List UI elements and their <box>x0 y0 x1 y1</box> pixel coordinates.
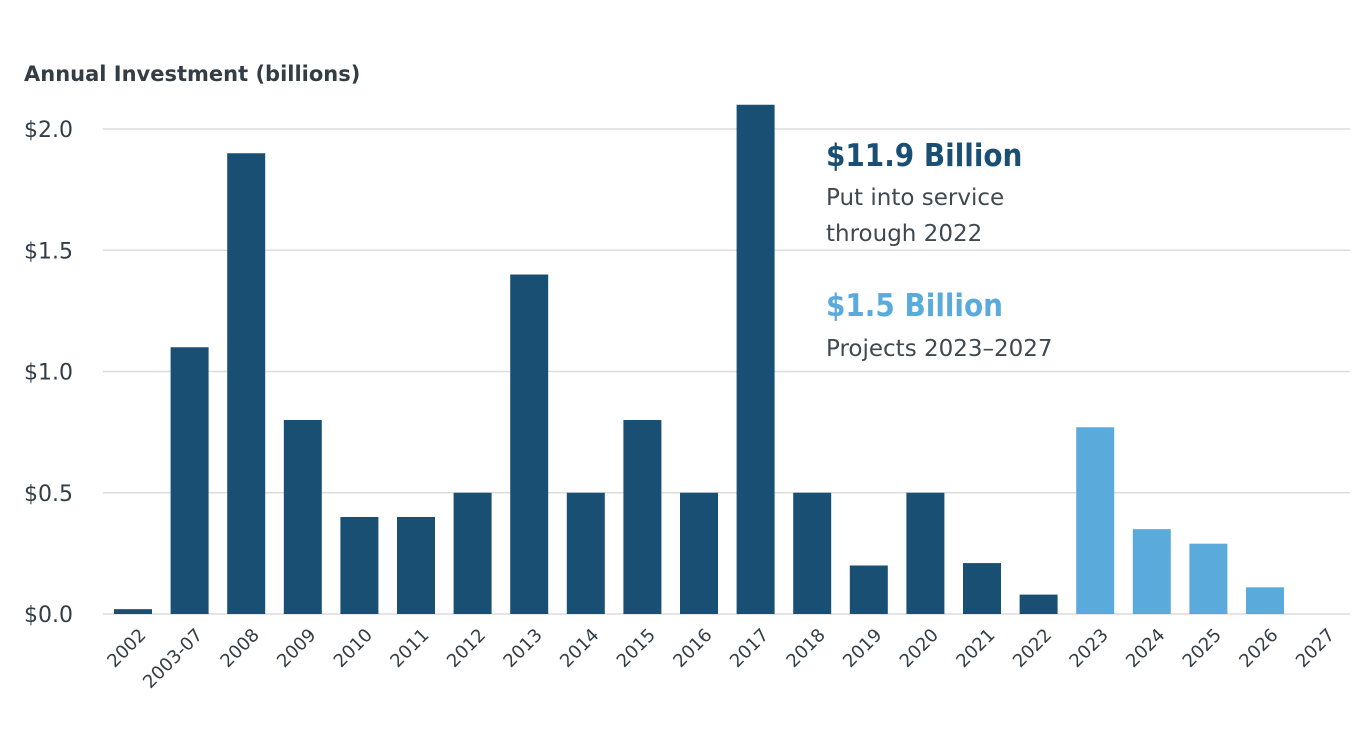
bar-2014 <box>566 492 605 614</box>
x-tick-label: 2022 <box>1009 625 1056 672</box>
bar-2022 <box>1019 594 1058 614</box>
annotation-planned-line-1: Projects 2023–2027 <box>826 336 1053 362</box>
annotation-built-total: $11.9 Billion <box>826 138 1022 174</box>
x-tick-label: 2013 <box>499 625 546 672</box>
x-tick-label: 2025 <box>1179 625 1226 672</box>
bar-2023 <box>1076 427 1115 614</box>
x-tick-label: 2012 <box>443 625 490 672</box>
y-tick-label: $1.0 <box>24 361 73 386</box>
annotation-built: $11.9 Billion Put into service through 2… <box>826 138 1022 247</box>
bar-2011 <box>397 517 435 614</box>
bar-2003-07 <box>170 347 209 614</box>
annotation-built-line-2: through 2022 <box>826 221 982 247</box>
x-tick-label: 2017 <box>726 625 773 672</box>
bars <box>114 104 1284 614</box>
x-tick-label: 2010 <box>330 625 377 672</box>
x-tick-label: 2023 <box>1065 625 1112 672</box>
y-tick-label: $1.5 <box>24 239 73 264</box>
x-tick-label: 2002 <box>103 625 150 672</box>
y-tick-label: $2.0 <box>24 118 73 143</box>
bar-2024 <box>1132 529 1171 614</box>
bar-2002 <box>114 609 152 614</box>
bar-2013 <box>510 274 549 614</box>
bar-2015 <box>623 420 662 614</box>
bar-2018 <box>793 492 832 614</box>
bar-2010 <box>340 517 379 614</box>
x-tick-label: 2026 <box>1235 625 1282 672</box>
y-tick-label: $0.5 <box>24 482 73 507</box>
x-tick-label: 2008 <box>216 625 263 672</box>
y-axis-ticks: $0.0 $0.5 $1.0 $1.5 $2.0 <box>24 118 73 628</box>
y-tick-label: $0.0 <box>24 603 73 628</box>
bar-2017 <box>736 104 775 614</box>
bar-2025 <box>1189 543 1228 614</box>
annotation-planned: $1.5 Billion Projects 2023–2027 <box>826 288 1053 362</box>
y-axis-title: Annual Investment (billions) <box>24 62 360 86</box>
annotation-built-line-1: Put into service <box>826 185 1004 211</box>
x-tick-label: 2003-07 <box>139 625 207 693</box>
x-tick-label: 2016 <box>669 625 716 672</box>
x-tick-label: 2020 <box>896 625 943 672</box>
bar-2008 <box>227 153 266 614</box>
bar-2020 <box>906 492 945 614</box>
x-tick-label: 2009 <box>273 625 320 672</box>
x-tick-label: 2021 <box>952 625 999 672</box>
bar-2019 <box>849 565 888 614</box>
x-tick-label: 2024 <box>1122 625 1169 672</box>
bar-2021 <box>963 563 1001 614</box>
x-tick-label: 2015 <box>613 625 660 672</box>
x-tick-label: 2018 <box>782 625 829 672</box>
bar-2026 <box>1246 587 1284 614</box>
bar-2012 <box>453 492 492 614</box>
x-tick-label: 2019 <box>839 625 886 672</box>
x-tick-label: 2027 <box>1292 625 1339 672</box>
x-tick-label: 2014 <box>556 625 603 672</box>
bar-2009 <box>283 420 322 614</box>
bar-2016 <box>680 492 718 614</box>
annotation-planned-total: $1.5 Billion <box>826 288 1003 324</box>
x-tick-label: 2011 <box>386 625 433 672</box>
